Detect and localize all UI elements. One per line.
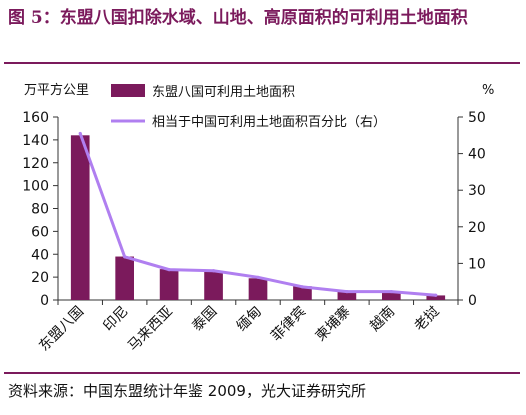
bar-2 [115, 256, 134, 300]
y-left-tick-label: 100 [22, 179, 49, 195]
bar-6 [293, 286, 312, 300]
y-left-tick-label: 0 [40, 293, 49, 309]
bar-5 [248, 278, 268, 300]
line-point-3 [167, 268, 171, 272]
y-right-tick-label: 20 [468, 220, 486, 236]
y-right-tick-label: 40 [468, 147, 486, 163]
bar-1 [70, 135, 90, 300]
plot-area: 0 20 40 60 80 100 120 140 160 0 10 20 30 40 50 东盟八国 印尼马来… [22, 110, 486, 354]
x-tick-label: 东盟八国 [36, 304, 87, 355]
source-divider [4, 372, 520, 374]
y-left-tick-label: 20 [31, 270, 49, 286]
line-point-1 [78, 131, 82, 136]
line-point-2 [123, 255, 127, 259]
line-point-9 [434, 293, 438, 297]
line-point-4 [211, 269, 216, 273]
title-divider [4, 62, 520, 64]
figure-title: 图 5：东盟八国扣除水域、山地、高原面积的可利用土地面积 [8, 8, 468, 28]
y-left-tick-label: 60 [31, 224, 49, 240]
bar-9 [426, 295, 446, 300]
y-right-tick-label: 50 [468, 110, 486, 126]
source-note: 资料来源：中国东盟统计年鉴 2009，光大证券研究所 [8, 382, 366, 400]
line-point-5 [256, 275, 260, 279]
x-tick-label: 泰国 [189, 304, 220, 335]
x-tick-label: 马来西亚 [125, 304, 176, 355]
y-right-axis-label: % [482, 83, 494, 98]
x-tick-label: 柬埔寨 [312, 303, 354, 345]
y-left-tick-label: 140 [22, 133, 49, 149]
x-tick-label: 菲律宾 [268, 304, 309, 345]
legend-bar-swatch [111, 84, 145, 97]
legend-line-label: 相当于中国可利用土地面积百分比（右） [152, 115, 386, 130]
line-point-8 [389, 289, 393, 294]
line-point-6 [300, 285, 305, 289]
bar-8 [382, 291, 401, 300]
y-left-axis-label: 万平方公里 [24, 82, 89, 98]
bar-3 [159, 269, 179, 300]
bar-4 [204, 271, 223, 300]
bar-7 [337, 291, 357, 300]
y-right-tick-label: 10 [468, 256, 486, 272]
y-right-tick-label: 30 [468, 183, 486, 199]
x-tick-label: 缅甸 [234, 304, 265, 335]
y-right-tick-label: 0 [468, 293, 477, 309]
legend: 东盟八国可利用土地面积 相当于中国可利用土地面积百分比（右） [111, 84, 386, 130]
line-point-7 [345, 289, 349, 294]
y-left-tick-label: 160 [22, 110, 49, 126]
x-tick-label: 印尼 [100, 304, 131, 335]
x-tick-label: 越南 [367, 304, 398, 335]
legend-bar-label: 东盟八国可利用土地面积 [152, 85, 295, 100]
y-left-tick-label: 80 [31, 202, 49, 218]
y-left-tick-label: 120 [22, 156, 49, 172]
x-tick-label: 老挝 [411, 304, 442, 335]
y-left-tick-label: 40 [31, 247, 49, 263]
